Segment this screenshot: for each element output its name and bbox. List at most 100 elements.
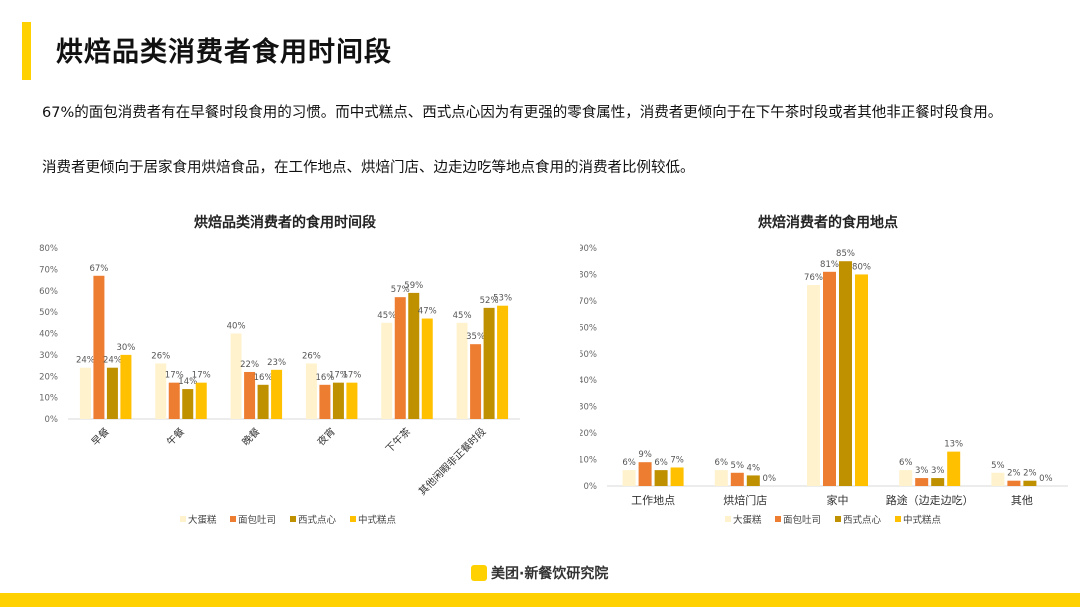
bar-中式糕点	[947, 451, 961, 486]
data-label: 4%	[747, 463, 761, 473]
data-label: 67%	[89, 264, 108, 274]
data-label: 14%	[178, 377, 197, 387]
y-tick-label: 30%	[39, 351, 58, 361]
legend-swatch-中式糕点	[350, 516, 356, 522]
legend-swatch-西式点心	[290, 516, 296, 522]
data-label: 17%	[165, 371, 184, 381]
bar-面包吐司	[244, 371, 256, 419]
data-label: 23%	[267, 358, 286, 368]
y-tick-label: 10%	[580, 456, 597, 466]
category-label: 家中	[827, 493, 849, 507]
bar-大蛋糕	[991, 472, 1005, 486]
data-label: 7%	[670, 455, 684, 465]
bar-面包吐司	[93, 275, 105, 419]
legend-swatch-大蛋糕	[725, 516, 731, 522]
legend-swatch-中式糕点	[895, 516, 901, 522]
data-label: 6%	[654, 458, 668, 468]
bar-大蛋糕	[79, 367, 91, 419]
bar-面包吐司	[730, 472, 744, 486]
chart-title: 烘焙消费者的食用地点	[758, 214, 898, 231]
data-label: 30%	[116, 343, 135, 353]
footer-brand: 美团·新餐饮研究院	[491, 566, 609, 582]
bar-面包吐司	[394, 297, 406, 419]
data-label: 81%	[820, 260, 839, 270]
data-label: 26%	[302, 351, 321, 361]
bar-大蛋糕	[155, 363, 167, 419]
paragraph-location-insight: 消费者更倾向于居家食用烘焙食品，在工作地点、烘焙门店、边走边吃等地点食用的消费者…	[42, 160, 695, 176]
y-tick-label: 20%	[580, 429, 597, 439]
data-label: 40%	[227, 322, 246, 332]
bar-中式糕点	[195, 382, 207, 419]
bar-大蛋糕	[230, 333, 242, 419]
data-label: 22%	[240, 360, 259, 370]
data-label: 45%	[453, 311, 472, 321]
y-tick-label: 80%	[39, 244, 58, 254]
bar-大蛋糕	[714, 470, 728, 486]
data-label: 59%	[404, 281, 423, 291]
data-label: 53%	[493, 294, 512, 304]
y-tick-label: 30%	[580, 403, 597, 413]
data-label: 6%	[715, 458, 729, 468]
bar-西式点心	[746, 475, 760, 486]
category-label: 工作地点	[631, 494, 675, 507]
data-label: 17%	[192, 371, 211, 381]
bar-面包吐司	[915, 478, 929, 486]
category-label: 烘焙门店	[723, 493, 767, 507]
legend-label: 中式糕点	[903, 514, 942, 526]
y-tick-label: 50%	[580, 350, 597, 360]
data-label: 24%	[103, 356, 122, 366]
bar-中式糕点	[346, 382, 358, 419]
bar-大蛋糕	[381, 322, 393, 419]
data-label: 80%	[852, 262, 871, 272]
legend-swatch-大蛋糕	[180, 516, 186, 522]
data-label: 5%	[991, 461, 1005, 471]
category-label: 午餐	[164, 425, 187, 448]
legend-label: 大蛋糕	[188, 514, 217, 526]
meituan-logo-icon	[471, 565, 487, 581]
data-label: 47%	[418, 307, 437, 317]
data-label: 6%	[622, 458, 636, 468]
data-label: 35%	[466, 332, 485, 342]
bar-面包吐司	[1007, 480, 1021, 486]
data-label: 6%	[899, 458, 913, 468]
data-label: 45%	[377, 311, 396, 321]
y-tick-label: 50%	[39, 308, 58, 318]
y-tick-label: 70%	[39, 265, 58, 275]
category-label: 其他闲暇非正餐时段	[416, 425, 489, 498]
legend-label: 西式点心	[298, 514, 337, 526]
bar-大蛋糕	[622, 470, 636, 486]
bar-大蛋糕	[807, 285, 820, 486]
category-label: 早餐	[88, 425, 111, 448]
bar-面包吐司	[823, 271, 836, 486]
bar-面包吐司	[319, 384, 331, 419]
bottom-accent-bar	[0, 593, 1080, 607]
data-label: 85%	[836, 249, 855, 259]
category-label: 晚餐	[239, 425, 262, 448]
data-label: 16%	[315, 373, 334, 383]
bar-面包吐司	[470, 344, 482, 419]
bar-西式点心	[1023, 480, 1037, 486]
legend-label: 面包吐司	[238, 514, 276, 526]
y-tick-label: 60%	[580, 323, 597, 333]
bar-面包吐司	[168, 382, 180, 419]
bar-中式糕点	[670, 467, 684, 486]
data-label: 0%	[1039, 474, 1053, 484]
data-label: 2%	[1023, 469, 1037, 479]
data-label: 3%	[915, 466, 929, 476]
bar-西式点心	[654, 470, 668, 486]
bar-西式点心	[408, 292, 420, 419]
bar-大蛋糕	[456, 322, 468, 419]
category-label: 下午茶	[383, 425, 413, 455]
data-label: 17%	[329, 371, 348, 381]
data-label: 9%	[638, 450, 652, 460]
bar-西式点心	[332, 382, 344, 419]
data-label: 5%	[731, 461, 745, 471]
bar-西式点心	[839, 261, 852, 486]
bar-大蛋糕	[305, 363, 317, 419]
data-label: 76%	[804, 273, 823, 283]
data-label: 2%	[1007, 469, 1021, 479]
data-label: 0%	[763, 474, 777, 484]
title-accent-bar	[22, 22, 31, 80]
y-tick-label: 60%	[39, 287, 58, 297]
data-label: 52%	[480, 296, 499, 306]
